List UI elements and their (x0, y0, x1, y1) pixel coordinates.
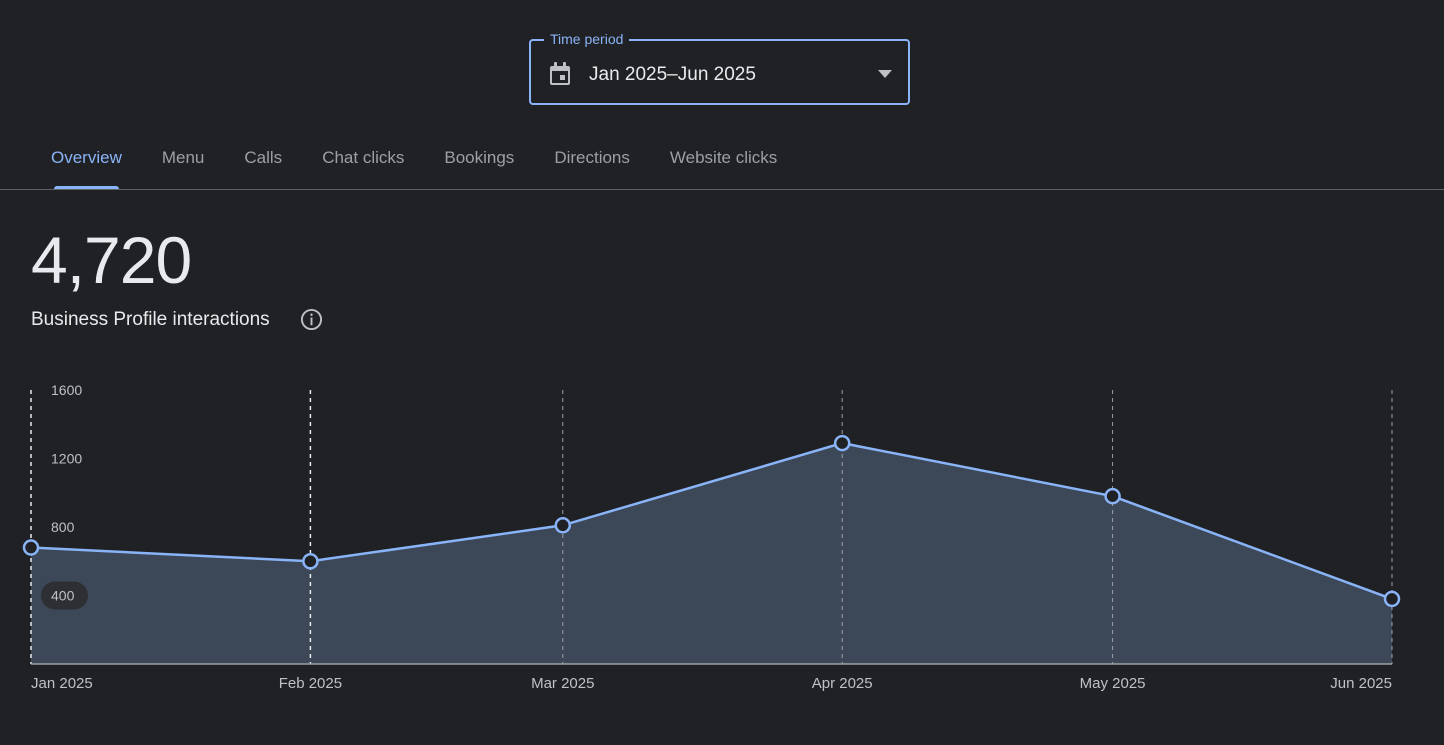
metric-value: 4,720 (31, 223, 192, 297)
chart-ytick-highlight (41, 581, 88, 610)
time-period-label: Time period (544, 30, 630, 48)
interactions-chart: 400 800 1200 1600 Jan 2025 Feb 2025 Mar 2025 Ap… (22, 382, 1401, 692)
tab-bar: Overview Menu Calls Chat clicks Bookings… (31, 136, 797, 189)
chart-point (1383, 590, 1401, 608)
tab-website-clicks[interactable]: Website clicks (669, 148, 778, 167)
arrow-drop-down-icon (878, 70, 892, 78)
calendar-icon (550, 62, 570, 85)
time-period-select[interactable]: Time period Jan 2025–Jun 2025 (529, 30, 910, 105)
info-icon[interactable] (300, 308, 323, 331)
tab-overview[interactable]: Overview (31, 136, 142, 189)
chart-point (833, 434, 851, 452)
chart-xtick-label: May 2025 (1080, 675, 1146, 692)
chart-series-line (30, 441, 1393, 601)
time-period-value: Jan 2025–Jun 2025 (589, 64, 756, 85)
chart-area-fill (31, 443, 1392, 664)
chart-ytick-label: 1200 (51, 451, 82, 467)
chart-ytick-label: 1600 (51, 382, 82, 398)
tab-directions[interactable]: Directions (554, 148, 630, 167)
chart-xtick-label: Feb 2025 (279, 675, 342, 692)
tab-chat-clicks[interactable]: Chat clicks (322, 148, 405, 167)
chart-point (302, 553, 319, 570)
chart-xtick-label: Jan 2025 (31, 675, 93, 692)
chart-ytick-label: 800 (51, 519, 75, 535)
chart-point (1104, 487, 1121, 505)
tab-calls[interactable]: Calls (244, 148, 283, 167)
tab-menu[interactable]: Menu (161, 148, 205, 167)
chart-xtick-label: Mar 2025 (531, 675, 594, 692)
chart-point (22, 539, 40, 556)
tab-bookings[interactable]: Bookings (444, 148, 515, 167)
chart-ytick-label: 400 (51, 588, 75, 604)
chart-point (554, 517, 572, 534)
metric-label: Business Profile interactions (31, 309, 270, 330)
chart-xtick-label: Jun 2025 (1330, 675, 1392, 692)
chart-xtick-label: Apr 2025 (812, 675, 873, 692)
tabs-divider (0, 189, 1444, 190)
